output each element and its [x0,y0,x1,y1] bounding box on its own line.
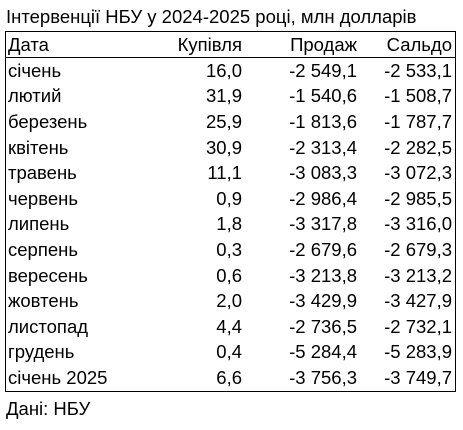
header-purchase: Купівля [177,33,242,55]
sale-cell: -2 736,5 [289,315,357,337]
date-cell: листопад [8,315,89,337]
table-row: серпень 0,3 -2 679,6 -2 679,3 [6,237,455,263]
table-row: січень 2025 6,6 -3 756,3 -3 749,7 [6,365,455,391]
table-row: вересень 0,6 -3 213,8 -3 213,2 [6,263,455,289]
date-cell: березень [8,110,88,132]
sale-cell: -2 549,1 [289,59,357,81]
purchase-cell: 16,0 [205,59,242,81]
date-cell: серпень [8,238,78,260]
purchase-cell: 30,9 [205,136,242,158]
sale-cell: -3 429,9 [289,290,357,312]
purchase-cell: 25,9 [205,110,242,132]
purchase-cell: 11,1 [207,162,242,184]
table-row: грудень 0,4 -5 284,4 -5 283,9 [6,340,455,366]
balance-cell: -3 072,3 [384,162,452,184]
balance-cell: -3 427,9 [384,290,452,312]
sale-cell: -3 213,8 [289,264,357,286]
balance-cell: -1 508,7 [384,85,452,107]
purchase-cell: 6,6 [216,366,242,388]
table-row: червень 0,9 -2 986,4 -2 985,5 [6,186,455,212]
sale-cell: -1 540,6 [289,85,357,107]
balance-cell: -2 679,3 [384,238,452,260]
date-cell: вересень [8,264,88,286]
balance-cell: -2 533,1 [384,59,452,81]
sale-cell: -2 313,4 [289,136,357,158]
purchase-cell: 0,6 [216,264,242,286]
header-date: Дата [8,33,49,55]
purchase-cell: 1,8 [216,213,242,235]
table-row: листопад 4,4 -2 736,5 -2 732,1 [6,314,455,340]
sale-cell: -3 317,8 [289,213,357,235]
sale-cell: -3 083,3 [289,162,357,184]
sale-cell: -1 813,6 [289,110,357,132]
table-row: березень 25,9 -1 813,6 -1 787,7 [6,109,455,135]
header-balance: Сальдо [386,33,452,55]
date-cell: лютий [8,85,62,107]
date-cell: липень [8,213,70,235]
balance-cell: -2 732,1 [384,315,452,337]
table-body: січень 16,0 -2 549,1 -2 533,1 лютий 31,9 -1 54… [6,58,455,391]
purchase-cell: 0,9 [216,187,242,209]
purchase-cell: 2,0 [216,290,242,312]
date-cell: червень [8,187,78,209]
table-row: січень 16,0 -2 549,1 -2 533,1 [6,58,455,84]
purchase-cell: 0,3 [216,238,242,260]
date-cell: січень 2025 [8,366,108,388]
sale-cell: -5 284,4 [289,341,357,363]
sale-cell: -2 986,4 [289,187,357,209]
date-cell: грудень [8,341,75,363]
purchase-cell: 31,9 [205,85,242,107]
balance-cell: -3 316,0 [384,213,452,235]
header-sale: Продаж [290,33,357,55]
source-note: Дані: НБУ [6,398,91,419]
table-row: липень 1,8 -3 317,8 -3 316,0 [6,212,455,238]
balance-cell: -2 282,5 [384,136,452,158]
date-cell: травень [8,162,77,184]
balance-cell: -1 787,7 [384,110,452,132]
purchase-cell: 0,4 [216,341,242,363]
table-row: жовтень 2,0 -3 429,9 -3 427,9 [6,288,455,314]
date-cell: жовтень [8,290,79,312]
table-row: травень 11,1 -3 083,3 -3 072,3 [6,160,455,186]
balance-cell: -3 749,7 [384,366,452,388]
date-cell: квітень [8,136,69,158]
interventions-table: Дата Купівля Продаж Сальдо січень 16,0 -2 … [5,31,456,392]
page-title: Інтервенції НБУ у 2024-2025 році, млн до… [6,6,417,27]
balance-cell: -5 283,9 [384,341,452,363]
sale-cell: -2 679,6 [289,238,357,260]
table-header-row: Дата Купівля Продаж Сальдо [6,32,455,58]
balance-cell: -3 213,2 [384,264,452,286]
balance-cell: -2 985,5 [384,187,452,209]
table-row: лютий 31,9 -1 540,6 -1 508,7 [6,84,455,110]
table-row: квітень 30,9 -2 313,4 -2 282,5 [6,135,455,161]
purchase-cell: 4,4 [216,315,242,337]
sale-cell: -3 756,3 [289,366,357,388]
date-cell: січень [8,59,62,81]
